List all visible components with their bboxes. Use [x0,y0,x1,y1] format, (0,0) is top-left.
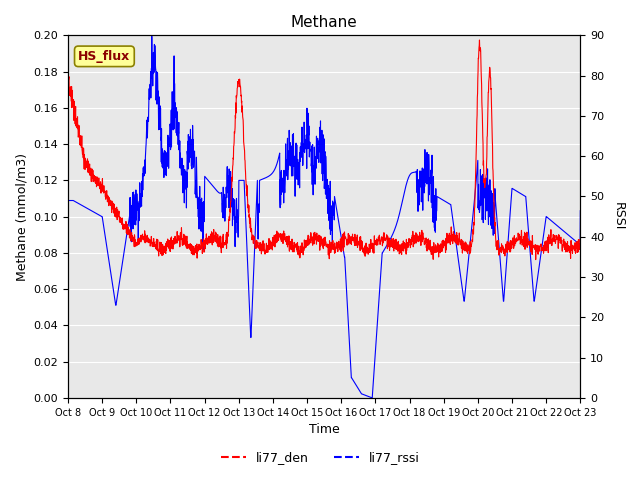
X-axis label: Time: Time [308,423,340,436]
Title: Methane: Methane [291,15,358,30]
Legend: li77_den, li77_rssi: li77_den, li77_rssi [216,446,424,469]
Y-axis label: Methane (mmol/m3): Methane (mmol/m3) [15,153,28,281]
Text: HS_flux: HS_flux [78,50,131,63]
Y-axis label: RSSI: RSSI [612,203,625,231]
